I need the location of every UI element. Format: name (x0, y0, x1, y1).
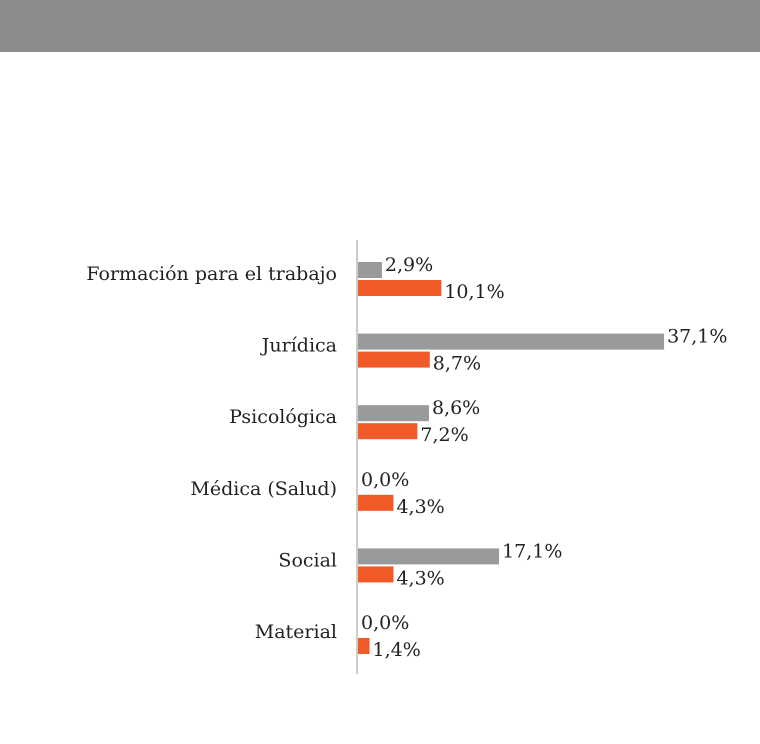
category-label: Formación para el trabajo (86, 263, 337, 285)
bar (358, 548, 500, 565)
value-label: 0,0% (361, 612, 409, 634)
value-label: 4,3% (396, 567, 444, 589)
header-bar (0, 0, 760, 52)
value-label: 8,6% (432, 397, 480, 419)
value-label: 2,9% (385, 254, 433, 276)
value-label: 7,2% (420, 424, 468, 446)
category-label: Material (255, 621, 337, 643)
value-label: 1,4% (373, 639, 421, 661)
value-label: 17,1% (502, 540, 562, 562)
value-label: 10,1% (444, 281, 504, 303)
category-label: Social (278, 549, 337, 571)
bar (358, 405, 429, 422)
bar (358, 262, 382, 278)
value-label: 8,7% (433, 353, 481, 375)
category-label: Médica (Salud) (190, 478, 337, 500)
value-label: 37,1% (667, 326, 727, 348)
bar (358, 566, 394, 583)
bar (358, 351, 430, 368)
bar (358, 280, 442, 296)
value-label: 0,0% (361, 469, 409, 491)
value-label: 4,3% (396, 496, 444, 518)
bar (358, 638, 370, 654)
category-label: Jurídica (260, 335, 337, 357)
category-label: Psicológica (229, 406, 337, 428)
bar (358, 494, 394, 511)
bar (358, 333, 665, 350)
bar (358, 423, 418, 440)
